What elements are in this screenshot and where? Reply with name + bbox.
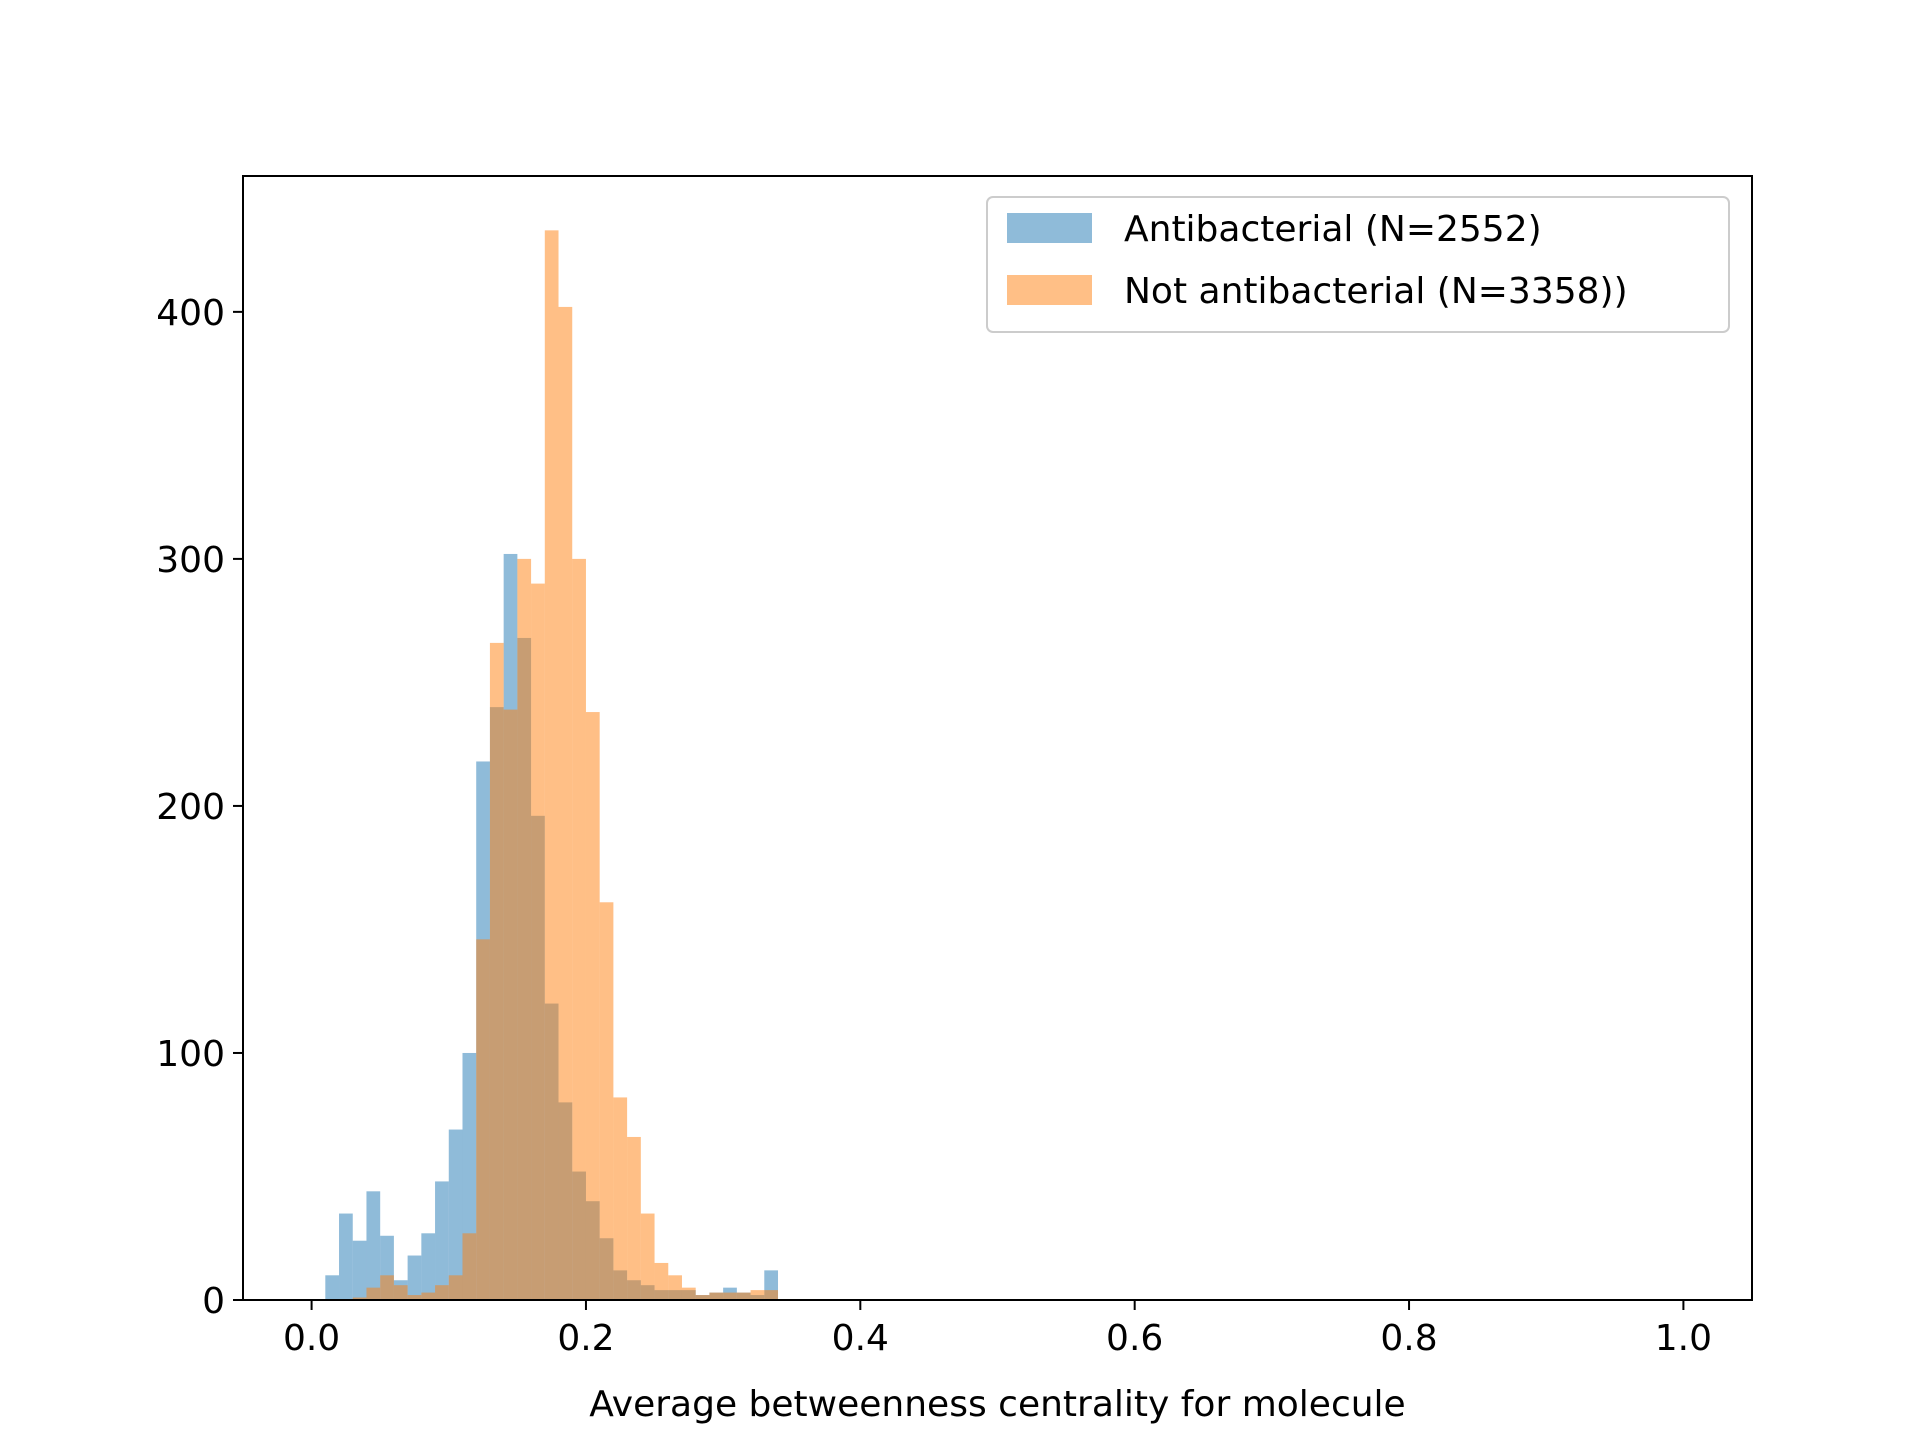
- histogram-bar: [517, 558, 532, 1300]
- y-tick-label: 400: [156, 293, 225, 334]
- x-tick-label: 0.4: [832, 1318, 889, 1359]
- y-tick-label: 0: [202, 1281, 225, 1322]
- histogram-bar: [448, 1275, 463, 1300]
- histogram-bar: [407, 1295, 422, 1300]
- histogram-bar: [544, 230, 559, 1301]
- histogram-bar: [380, 1275, 394, 1300]
- histogram-bar: [339, 1213, 353, 1300]
- y-tick-label: 100: [156, 1034, 225, 1075]
- histogram-bar: [407, 1255, 422, 1300]
- histogram-bar: [558, 306, 573, 1300]
- legend-swatch: [1007, 213, 1092, 243]
- histogram-bar: [448, 1129, 463, 1300]
- legend-swatch: [1007, 275, 1092, 305]
- bars-layer: [325, 230, 779, 1301]
- x-axis-title: Average betweenness centrality for molec…: [589, 1384, 1405, 1425]
- histogram-bar: [366, 1191, 381, 1300]
- y-tick-label: 200: [156, 787, 225, 828]
- histogram-bar: [352, 1240, 367, 1300]
- histogram-bar: [366, 1287, 381, 1300]
- histogram-bar: [627, 1136, 641, 1300]
- ticks-layer: 0.0 0.2 0.4 0.6 0.8 1.0 0 100 200 300 400: [156, 293, 1712, 1359]
- histogram-bar: [421, 1292, 436, 1300]
- histogram-bar: [462, 1233, 477, 1300]
- legend-label: Not antibacterial (N=3358)): [1124, 271, 1628, 312]
- histogram-bar: [723, 1292, 737, 1300]
- legend-box: [986, 196, 1730, 333]
- histogram-bar: [640, 1213, 655, 1300]
- histogram-bar: [476, 939, 490, 1300]
- histogram-bar: [435, 1285, 449, 1300]
- histogram-bar: [695, 1295, 710, 1300]
- histogram-bar: [489, 642, 504, 1300]
- histogram-bar: [709, 1292, 724, 1300]
- plot-frame: [242, 175, 1753, 1301]
- y-tick-label: 300: [156, 540, 225, 581]
- x-tick-label: 0.2: [557, 1318, 614, 1359]
- histogram-bar: [531, 583, 545, 1300]
- legend: Antibacterial (N=2552) Not antibacterial …: [986, 196, 1730, 333]
- histogram-bar: [393, 1285, 408, 1300]
- histogram-bar: [585, 712, 600, 1300]
- x-tick-label: 0.6: [1106, 1318, 1163, 1359]
- histogram-bar: [613, 1097, 628, 1300]
- histogram-bar: [736, 1292, 751, 1300]
- x-tick-label: 1.0: [1655, 1318, 1712, 1359]
- histogram-bar: [352, 1297, 367, 1300]
- legend-label: Antibacterial (N=2552): [1124, 209, 1542, 250]
- histogram-bar: [572, 558, 586, 1300]
- histogram-bar: [764, 1290, 779, 1300]
- histogram-bar: [503, 709, 518, 1300]
- x-tick-label: 0.0: [283, 1318, 340, 1359]
- histogram-bar: [599, 902, 614, 1300]
- histogram-bar: [750, 1290, 765, 1300]
- histogram-bar: [435, 1181, 449, 1300]
- histogram-bar: [325, 1275, 340, 1300]
- histogram-bar: [681, 1287, 696, 1300]
- x-tick-label: 0.8: [1380, 1318, 1437, 1359]
- series-2-bars: [352, 230, 779, 1301]
- histogram-bar: [421, 1233, 436, 1300]
- histogram-bar: [668, 1275, 682, 1300]
- histogram-bar: [654, 1262, 669, 1300]
